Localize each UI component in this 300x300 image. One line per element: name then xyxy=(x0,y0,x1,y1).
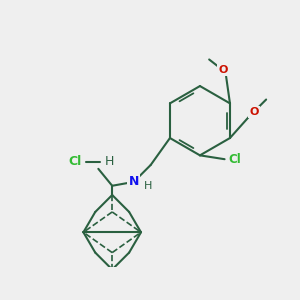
Text: Cl: Cl xyxy=(69,155,82,168)
Text: N: N xyxy=(129,176,139,188)
Text: H: H xyxy=(105,155,115,168)
Text: O: O xyxy=(218,65,228,75)
Text: H: H xyxy=(143,181,152,191)
Text: O: O xyxy=(249,107,259,117)
Text: Cl: Cl xyxy=(228,153,241,166)
